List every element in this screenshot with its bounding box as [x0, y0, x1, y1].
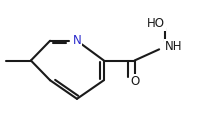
Text: NH: NH — [165, 40, 183, 53]
Text: O: O — [130, 75, 139, 88]
Text: N: N — [73, 34, 81, 47]
Text: HO: HO — [147, 17, 165, 30]
